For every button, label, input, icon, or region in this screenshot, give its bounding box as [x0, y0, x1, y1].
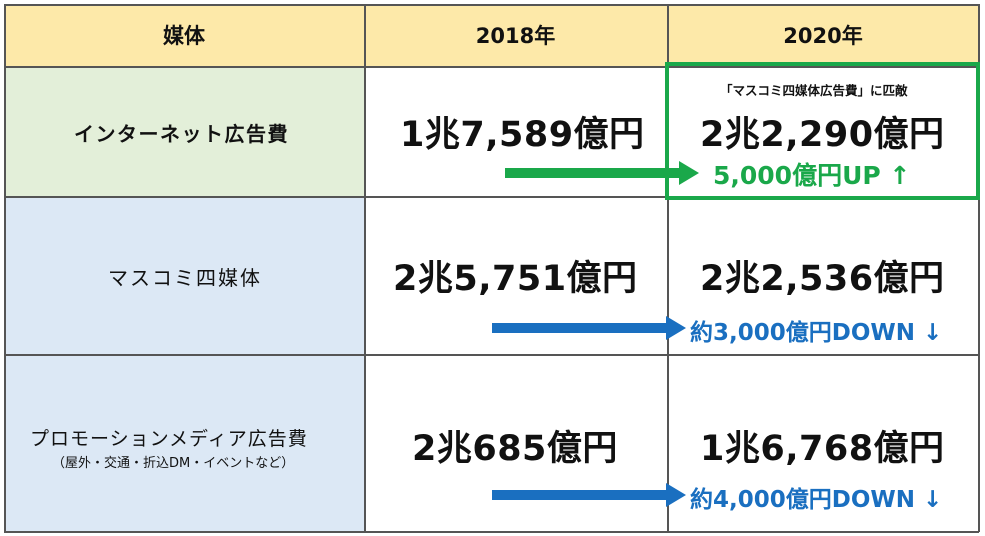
row-internet-2020-value: 2兆2,290億円 [700, 115, 945, 155]
row-promotion-2018-value: 2兆685億円 [412, 429, 618, 469]
grid-left [4, 4, 6, 532]
grid-h1 [4, 66, 979, 68]
grid-top [4, 4, 979, 6]
row-promotion-2020-value: 1兆6,768億円 [700, 429, 945, 469]
row-internet-label-cell: インターネット広告費 [4, 66, 364, 196]
grid-v2 [667, 4, 669, 532]
row-massmedia-label: マスコミ四媒体 [108, 266, 262, 290]
header-2018: 2018年 [364, 4, 667, 66]
arrow-right-icon [492, 483, 686, 507]
row-massmedia-2020-value: 2兆2,536億円 [700, 259, 945, 299]
row-massmedia-2020-cell [667, 196, 979, 354]
grid-bottom [4, 531, 979, 533]
header-media-label: 媒体 [163, 24, 205, 48]
row-promotion-sublabel: （屋外・交通・折込DM・イベントなど） [52, 456, 295, 471]
row-promotion-2018-cell [364, 354, 667, 532]
row-promotion-label-cell [4, 354, 364, 532]
row-internet-2020-cell [667, 66, 979, 196]
header-2018-label: 2018年 [475, 24, 556, 48]
header-media: 媒体 [4, 4, 364, 66]
row-internet-note: 「マスコミ四媒体広告費」に匹敵 [720, 83, 908, 98]
grid-h3 [4, 354, 979, 356]
row-internet-label: インターネット広告費 [74, 122, 289, 146]
row-internet-2018-value: 1兆7,589億円 [400, 115, 645, 155]
header-2020: 2020年 [667, 4, 979, 66]
row-massmedia-2018-value: 2兆5,751億円 [393, 259, 638, 299]
row-internet-change: 5,000億円UP ↑ [713, 161, 911, 190]
row-massmedia-label-cell [4, 196, 364, 354]
arrow-right-icon [505, 161, 699, 185]
highlight-box [665, 62, 980, 200]
row-promotion-change: 約4,000億円DOWN ↓ [690, 487, 943, 513]
grid-v1 [364, 4, 366, 532]
row-massmedia-change: 約3,000億円DOWN ↓ [690, 320, 943, 346]
grid-h2 [4, 196, 979, 198]
grid-right [978, 4, 980, 532]
arrow-right-icon [492, 316, 686, 340]
header-2020-label: 2020年 [783, 24, 863, 48]
row-promotion-label: プロモーションメディア広告費 [30, 428, 308, 450]
row-promotion-2020-cell [667, 354, 979, 532]
